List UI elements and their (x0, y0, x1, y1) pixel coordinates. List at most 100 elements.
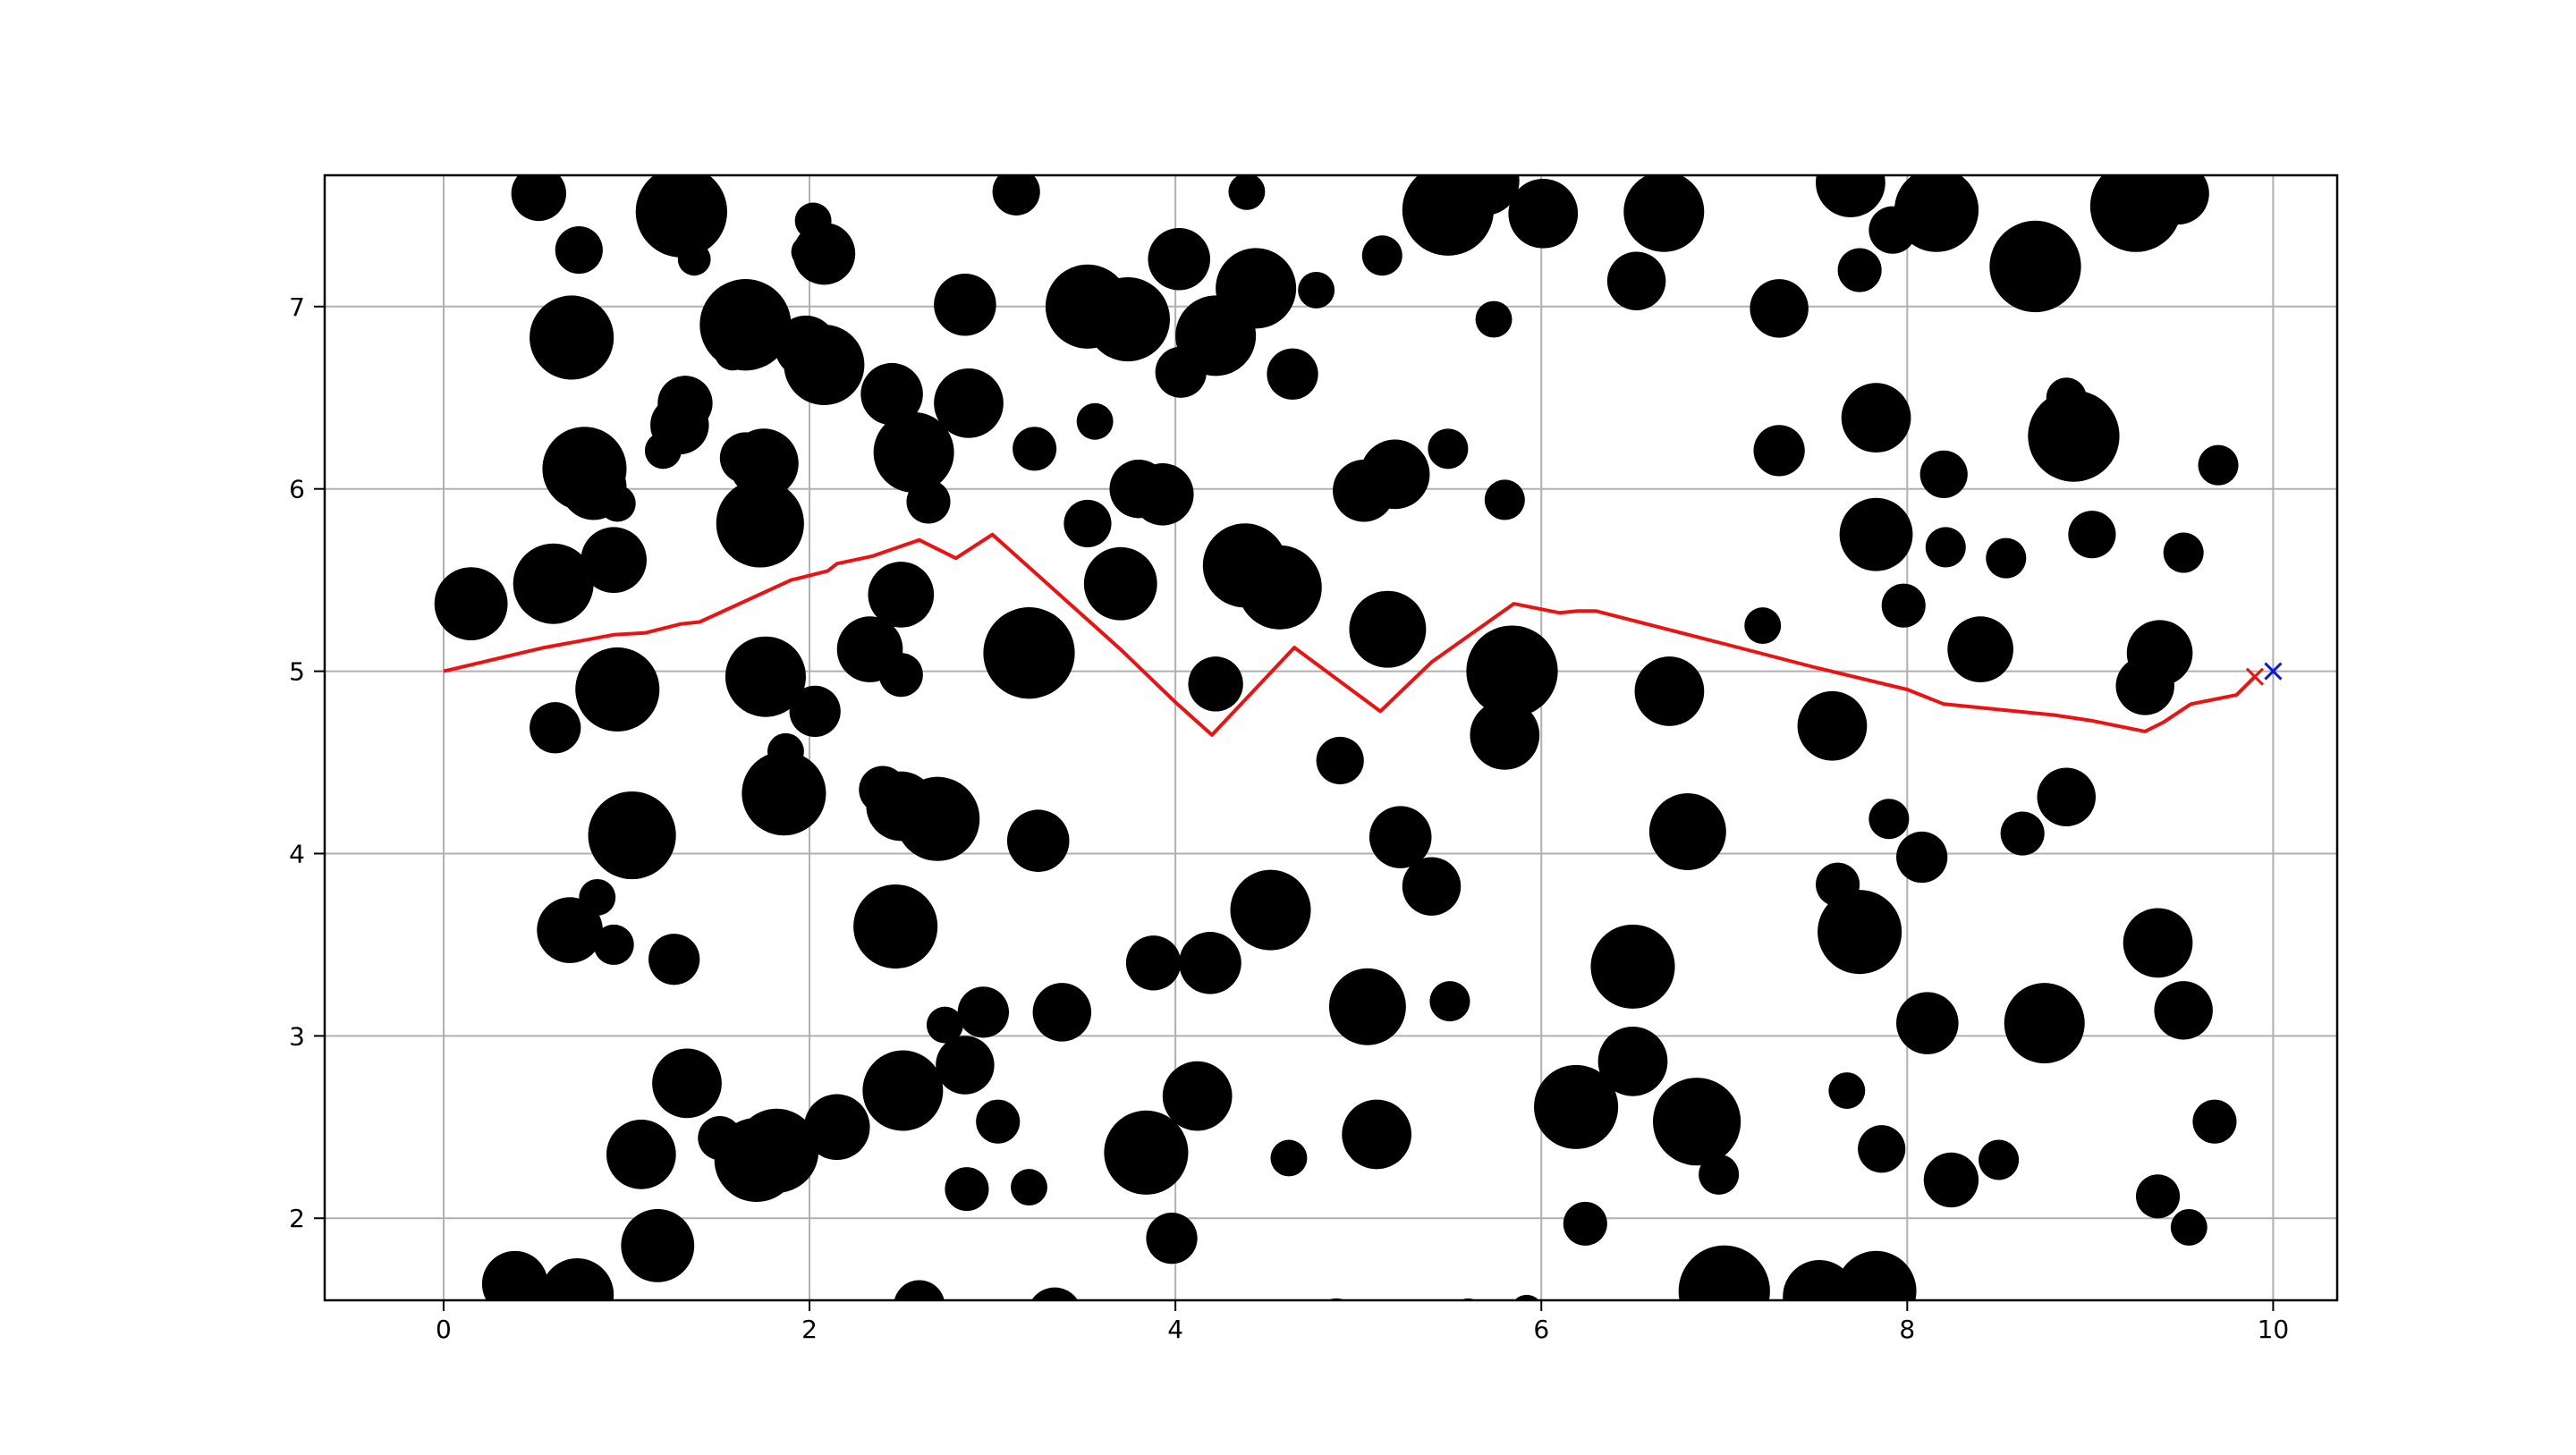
obstacle (791, 235, 825, 269)
obstacle (1155, 346, 1207, 398)
obstacle (1104, 1110, 1189, 1195)
obstacle (1797, 690, 1868, 761)
obstacle (1013, 427, 1057, 471)
obstacle (716, 479, 804, 568)
obstacle (1896, 992, 1959, 1054)
obstacle (878, 653, 923, 698)
obstacle (895, 776, 980, 861)
obstacle (2004, 983, 2085, 1064)
obstacle (579, 878, 616, 916)
obstacle (1947, 616, 2013, 682)
obstacle (1466, 625, 1558, 717)
obstacle (677, 242, 711, 276)
obstacle (2126, 620, 2193, 687)
obstacle (724, 636, 806, 717)
obstacle (1816, 175, 1885, 218)
x-tick-label: 2 (801, 1315, 818, 1344)
obstacle (1228, 175, 1266, 210)
obstacle (1460, 1298, 1476, 1300)
obstacle (1828, 1072, 1866, 1109)
obstacle (2136, 1174, 2181, 1219)
obstacle (934, 273, 996, 336)
obstacle (1085, 277, 1171, 362)
obstacle (1076, 402, 1114, 440)
obstacle (2037, 767, 2096, 826)
obstacle (652, 1048, 722, 1119)
obstacle (1744, 607, 1782, 645)
obstacle (1989, 220, 2081, 313)
axis-ticks: 0 2 4 6 8 10 2 3 4 5 6 7 (289, 292, 2289, 1344)
obstacle (1230, 869, 1311, 951)
obstacle (1006, 809, 1070, 872)
obstacle (540, 1257, 614, 1300)
obstacle (957, 986, 1009, 1038)
obstacle (1597, 1027, 1668, 1096)
obstacle (1270, 1139, 1308, 1177)
obstacle (644, 432, 682, 469)
obstacle (741, 751, 826, 836)
obstacle (1188, 656, 1243, 712)
obstacle (1835, 1250, 1917, 1300)
obstacle (1031, 1287, 1079, 1300)
obstacle (1470, 700, 1540, 770)
obstacle (873, 411, 954, 493)
obstacle (1923, 1152, 1979, 1208)
obstacle (1032, 983, 1092, 1042)
start-marker-stroke (2245, 667, 2265, 686)
obstacle (593, 924, 634, 965)
obstacle (1368, 806, 1432, 868)
obstacle (635, 175, 727, 258)
obstacle (606, 1120, 676, 1189)
obstacle (853, 884, 938, 969)
obstacle (537, 897, 603, 963)
x-tick-label: 0 (436, 1315, 452, 1344)
obstacle (729, 428, 799, 499)
obstacle (983, 607, 1075, 699)
obstacle (1623, 175, 1705, 252)
y-tick-label: 4 (289, 839, 305, 868)
x-tick-label: 4 (1167, 1315, 1183, 1344)
obstacle (1979, 1139, 2020, 1180)
obstacle (1678, 1245, 1770, 1300)
obstacle (1349, 590, 1427, 668)
obstacle (1648, 793, 1726, 870)
x-tick-label: 10 (2258, 1315, 2290, 1344)
obstacle (1148, 228, 1210, 291)
obstacle (2123, 908, 2193, 978)
obstacle (868, 562, 935, 628)
obstacle (1449, 175, 1520, 216)
obstacle (1653, 1078, 1741, 1166)
obstacle (2154, 981, 2213, 1040)
obstacle (906, 479, 951, 524)
obstacle (530, 295, 614, 380)
obstacle (1750, 279, 1809, 338)
obstacle (1514, 1294, 1539, 1300)
obstacle (860, 362, 923, 426)
obstacle (1858, 1125, 1906, 1173)
obstacle (789, 685, 841, 738)
obstacle (1327, 1298, 1346, 1300)
obstacle (1360, 439, 1430, 510)
obstacle (1606, 251, 1666, 310)
obstacle (784, 325, 865, 406)
path-layer (443, 532, 2283, 737)
obstacle (575, 647, 660, 732)
obstacle (1484, 479, 1525, 520)
obstacle (2170, 1208, 2207, 1246)
path-line (443, 532, 2257, 737)
obstacle (2028, 390, 2120, 482)
obstacle (1894, 175, 1979, 252)
obstacle (976, 1099, 1021, 1144)
obstacle (1590, 924, 1675, 1009)
obstacle (1508, 178, 1579, 249)
obstacle (1402, 857, 1462, 916)
obstacle (1146, 1213, 1198, 1265)
obstacle (598, 485, 636, 522)
obstacle (2163, 532, 2204, 573)
obstacle (434, 567, 508, 641)
obstacle (1881, 583, 1926, 628)
obstacle (936, 1036, 995, 1095)
obstacle (1162, 1061, 1233, 1131)
obstacle (1699, 1154, 1740, 1195)
